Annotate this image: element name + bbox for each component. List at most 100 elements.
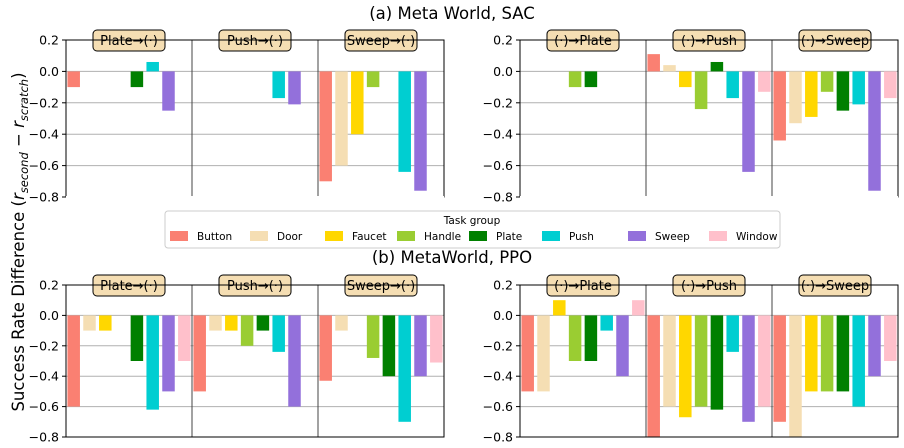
group-label: (·)→Push xyxy=(681,279,737,294)
group-label: Plate→(·) xyxy=(100,279,158,294)
bar-button xyxy=(521,315,534,392)
group-label: Push→(·) xyxy=(227,34,283,49)
y-tick-label: −0.2 xyxy=(29,95,59,110)
y-tick-label: 0.0 xyxy=(493,308,513,323)
panel: 0.2 0.0 −0.2 −0.4 −0.6 −0.8 (·)→Plate (·)→Push (… xyxy=(483,274,899,445)
bar-handle xyxy=(694,315,708,407)
bar-sweep xyxy=(742,315,755,422)
y-axis-label-close: ) xyxy=(9,72,28,78)
bar-plate xyxy=(382,315,396,377)
bar-door xyxy=(663,65,676,72)
y-tick-label: −0.4 xyxy=(29,369,59,384)
bar-plate xyxy=(256,315,270,331)
bar-handle xyxy=(568,71,582,88)
legend-entry: Push xyxy=(542,231,594,243)
y-axis-label-text: Success Rate Difference ( xyxy=(9,200,28,412)
bar-faucet xyxy=(679,71,692,88)
y-tick-label: 0.2 xyxy=(493,33,513,48)
bar-window xyxy=(884,71,897,99)
legend-entry: Door xyxy=(250,231,303,243)
bar-push xyxy=(272,315,285,352)
group-label: (·)→Push xyxy=(681,34,737,49)
y-tick-label: −0.4 xyxy=(483,127,513,142)
y-tick-label: −0.2 xyxy=(483,338,513,353)
chart-title: (a) Meta World, SAC xyxy=(369,4,535,23)
group-label: (·)→Plate xyxy=(554,34,612,49)
legend-label: Handle xyxy=(424,231,461,243)
bar-push xyxy=(398,315,411,422)
bar-handle xyxy=(820,71,834,92)
y-tick-label: −0.2 xyxy=(483,95,513,110)
y-tick-label: −0.4 xyxy=(483,369,513,384)
bar-window xyxy=(758,71,771,92)
bar-plate xyxy=(584,71,598,88)
bar-push xyxy=(726,71,739,99)
y-axis-label-r1: r xyxy=(9,192,28,200)
bar-window xyxy=(430,315,443,363)
plot-area xyxy=(66,40,444,197)
group-label: (·)→Plate xyxy=(554,279,612,294)
legend-label: Push xyxy=(569,231,594,243)
chart-row-1: (a) Meta World, SAC 0.2 0.0 −0.2 −0.4 −0.6 −0.… xyxy=(29,4,899,205)
legend-entry: Plate xyxy=(469,231,522,243)
legend-swatch xyxy=(250,231,268,241)
bar-plate xyxy=(836,71,850,111)
bar-push xyxy=(852,71,865,105)
plot-area xyxy=(520,40,898,197)
panel: 0.2 0.0 −0.2 −0.4 −0.6 −0.8 Plate→(·) Push→(·) S… xyxy=(29,274,445,445)
legend-swatch xyxy=(628,231,646,241)
group-label: (·)→Sweep xyxy=(801,34,869,49)
legend-label: Door xyxy=(277,231,303,243)
bar-push xyxy=(852,315,865,407)
bar-plate xyxy=(836,315,850,392)
bar-button xyxy=(193,315,206,392)
bar-handle xyxy=(820,315,834,392)
bar-sweep xyxy=(288,315,301,407)
bar-push xyxy=(600,315,613,331)
bar-button xyxy=(319,71,332,182)
y-tick-label: 0.0 xyxy=(39,308,59,323)
legend-label: Window xyxy=(736,231,778,243)
bar-handle xyxy=(240,315,254,346)
bar-window xyxy=(178,315,191,361)
y-tick-label: −0.6 xyxy=(483,399,513,414)
bar-door xyxy=(663,315,676,407)
y-axis-label-r2: r xyxy=(9,120,28,128)
bar-sweep xyxy=(414,315,427,377)
bar-plate xyxy=(710,61,724,72)
bar-button xyxy=(647,315,660,437)
bar-handle xyxy=(366,315,380,358)
bar-door xyxy=(789,315,802,437)
bar-faucet xyxy=(553,300,566,316)
legend-swatch xyxy=(397,231,415,241)
y-tick-label: −0.8 xyxy=(483,190,513,205)
bar-handle xyxy=(366,71,380,88)
legend-swatch xyxy=(170,231,188,241)
bar-button xyxy=(647,54,660,72)
bar-button xyxy=(319,315,332,381)
bar-door xyxy=(335,315,348,331)
legend-entry: Button xyxy=(170,231,232,243)
bar-door xyxy=(335,71,348,166)
panel: 0.2 0.0 −0.2 −0.4 −0.6 −0.8 Plate→(·) Push→(·) S… xyxy=(29,29,445,205)
bar-sweep xyxy=(742,71,755,172)
legend-label: Faucet xyxy=(352,231,387,243)
bar-button xyxy=(67,315,80,407)
bar-faucet xyxy=(679,315,692,418)
y-tick-label: −0.4 xyxy=(29,127,59,142)
legend-frame xyxy=(164,210,781,249)
panel: 0.2 0.0 −0.2 −0.4 −0.6 −0.8 (·)→Plate (·)→Push (… xyxy=(483,29,899,205)
bar-faucet xyxy=(99,315,112,331)
legend-label: Plate xyxy=(496,231,522,243)
bar-plate xyxy=(584,315,598,361)
bar-door xyxy=(789,71,802,124)
legend-label: Button xyxy=(197,231,232,243)
bar-sweep xyxy=(162,315,175,392)
legend-entry: Faucet xyxy=(325,231,387,243)
y-tick-label: 0.2 xyxy=(39,33,59,48)
y-tick-label: 0.0 xyxy=(39,64,59,79)
bar-sweep xyxy=(868,71,881,191)
bar-push xyxy=(726,315,739,352)
legend-swatch xyxy=(542,231,560,241)
bar-faucet xyxy=(351,71,364,135)
